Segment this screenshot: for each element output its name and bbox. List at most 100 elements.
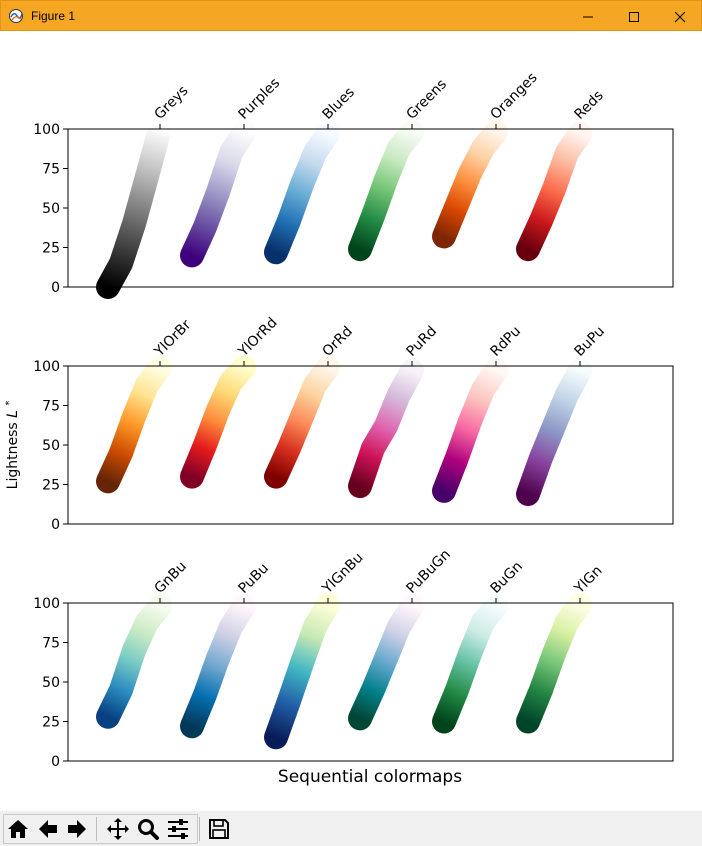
colormap-series xyxy=(96,117,172,299)
colormap-series xyxy=(96,594,172,729)
zoom-button[interactable] xyxy=(134,815,162,843)
close-icon xyxy=(674,11,686,22)
data-point xyxy=(146,175,148,177)
y-tick-label: 100 xyxy=(33,122,60,138)
data-point xyxy=(411,370,413,372)
data-point xyxy=(230,152,232,154)
data-point xyxy=(275,476,277,478)
configure-subplots-button[interactable] xyxy=(164,815,192,843)
data-point xyxy=(566,621,568,623)
toolbar-group-frame xyxy=(3,814,198,844)
data-point xyxy=(204,444,206,446)
data-point xyxy=(359,485,361,487)
data-point xyxy=(372,215,374,217)
toolbar-separator xyxy=(96,817,97,841)
lightness-curve xyxy=(96,117,172,299)
y-tick-label: 0 xyxy=(51,280,60,296)
data-point xyxy=(579,133,581,135)
colormap-series xyxy=(264,592,340,750)
data-point xyxy=(133,416,135,418)
data-point xyxy=(191,725,193,727)
colormap-series xyxy=(348,120,424,262)
data-point xyxy=(579,370,581,372)
data-point xyxy=(301,183,303,185)
colormap-series xyxy=(432,120,508,249)
save-icon xyxy=(209,819,229,839)
save-button[interactable] xyxy=(205,815,233,843)
y-axis-label-text: Lightness xyxy=(5,422,21,489)
data-point xyxy=(527,721,529,723)
lightness-curve xyxy=(180,120,256,268)
colormap-name-label: BuPu xyxy=(572,323,608,359)
colormap-name-label: PuBu xyxy=(236,560,272,596)
colormap-series xyxy=(432,594,508,734)
colormap-name-label: PuRd xyxy=(404,323,441,360)
data-point xyxy=(288,447,290,449)
window-titlebar: Figure 1 xyxy=(0,0,702,31)
lightness-curve xyxy=(432,594,508,734)
colormap-series xyxy=(432,358,508,503)
data-point xyxy=(495,605,497,607)
x-axis-label: Sequential colormaps xyxy=(278,767,462,787)
data-point xyxy=(107,480,109,482)
data-point xyxy=(443,235,445,237)
lightness-curve xyxy=(348,594,424,731)
close-button[interactable] xyxy=(657,1,702,32)
lightness-curve xyxy=(432,120,508,249)
y-tick-label: 25 xyxy=(42,241,60,257)
zoom-icon xyxy=(138,819,159,840)
data-point xyxy=(243,131,245,133)
forward-button[interactable] xyxy=(63,815,91,843)
data-point xyxy=(469,172,471,174)
data-point xyxy=(527,248,529,250)
data-point xyxy=(385,657,387,659)
colormap-series xyxy=(516,358,592,506)
lightness-curve xyxy=(432,358,508,503)
data-point xyxy=(579,604,581,606)
pan-button[interactable] xyxy=(104,815,132,843)
data-point xyxy=(314,152,316,154)
data-point xyxy=(553,653,555,655)
colormap-series xyxy=(264,355,340,489)
toolbar-separator xyxy=(199,817,200,841)
home-button[interactable] xyxy=(4,815,32,843)
data-point xyxy=(314,384,316,386)
lightness-curve xyxy=(264,121,340,265)
figure-canvas[interactable]: Greys Purples Blues Greens Oranges Reds 0 25 50 7… xyxy=(0,31,702,811)
data-point xyxy=(133,649,135,651)
y-tick-label: 25 xyxy=(42,715,60,731)
colormap-name-label: YlGn xyxy=(571,563,606,598)
back-button[interactable] xyxy=(34,815,62,843)
maximize-button[interactable] xyxy=(611,1,657,32)
pan-icon xyxy=(107,818,129,840)
lightness-curve xyxy=(96,594,172,729)
forward-arrow-icon xyxy=(68,820,86,838)
data-point xyxy=(359,717,361,719)
data-point xyxy=(159,605,161,607)
data-point xyxy=(482,389,484,391)
data-point xyxy=(456,689,458,691)
data-point xyxy=(146,384,148,386)
data-point xyxy=(359,248,361,250)
data-point xyxy=(146,621,148,623)
y-tick-label: 0 xyxy=(51,517,60,533)
y-tick-label: 75 xyxy=(42,399,60,415)
data-point xyxy=(243,367,245,369)
data-point xyxy=(411,131,413,133)
data-point xyxy=(120,262,122,264)
data-point xyxy=(301,662,303,664)
data-point xyxy=(398,626,400,628)
minimize-button[interactable] xyxy=(565,1,611,32)
y-axis-label-symbol: L xyxy=(5,410,21,418)
colormap-name-label: BuGn xyxy=(488,559,526,597)
data-point xyxy=(159,367,161,369)
data-point xyxy=(495,370,497,372)
lightness-curve xyxy=(264,355,340,489)
data-point xyxy=(288,700,290,702)
app-icon xyxy=(9,9,23,23)
data-point xyxy=(398,147,400,149)
maximize-icon xyxy=(629,11,639,22)
data-point xyxy=(230,381,232,383)
lightness-curve xyxy=(516,592,592,734)
data-point xyxy=(469,653,471,655)
